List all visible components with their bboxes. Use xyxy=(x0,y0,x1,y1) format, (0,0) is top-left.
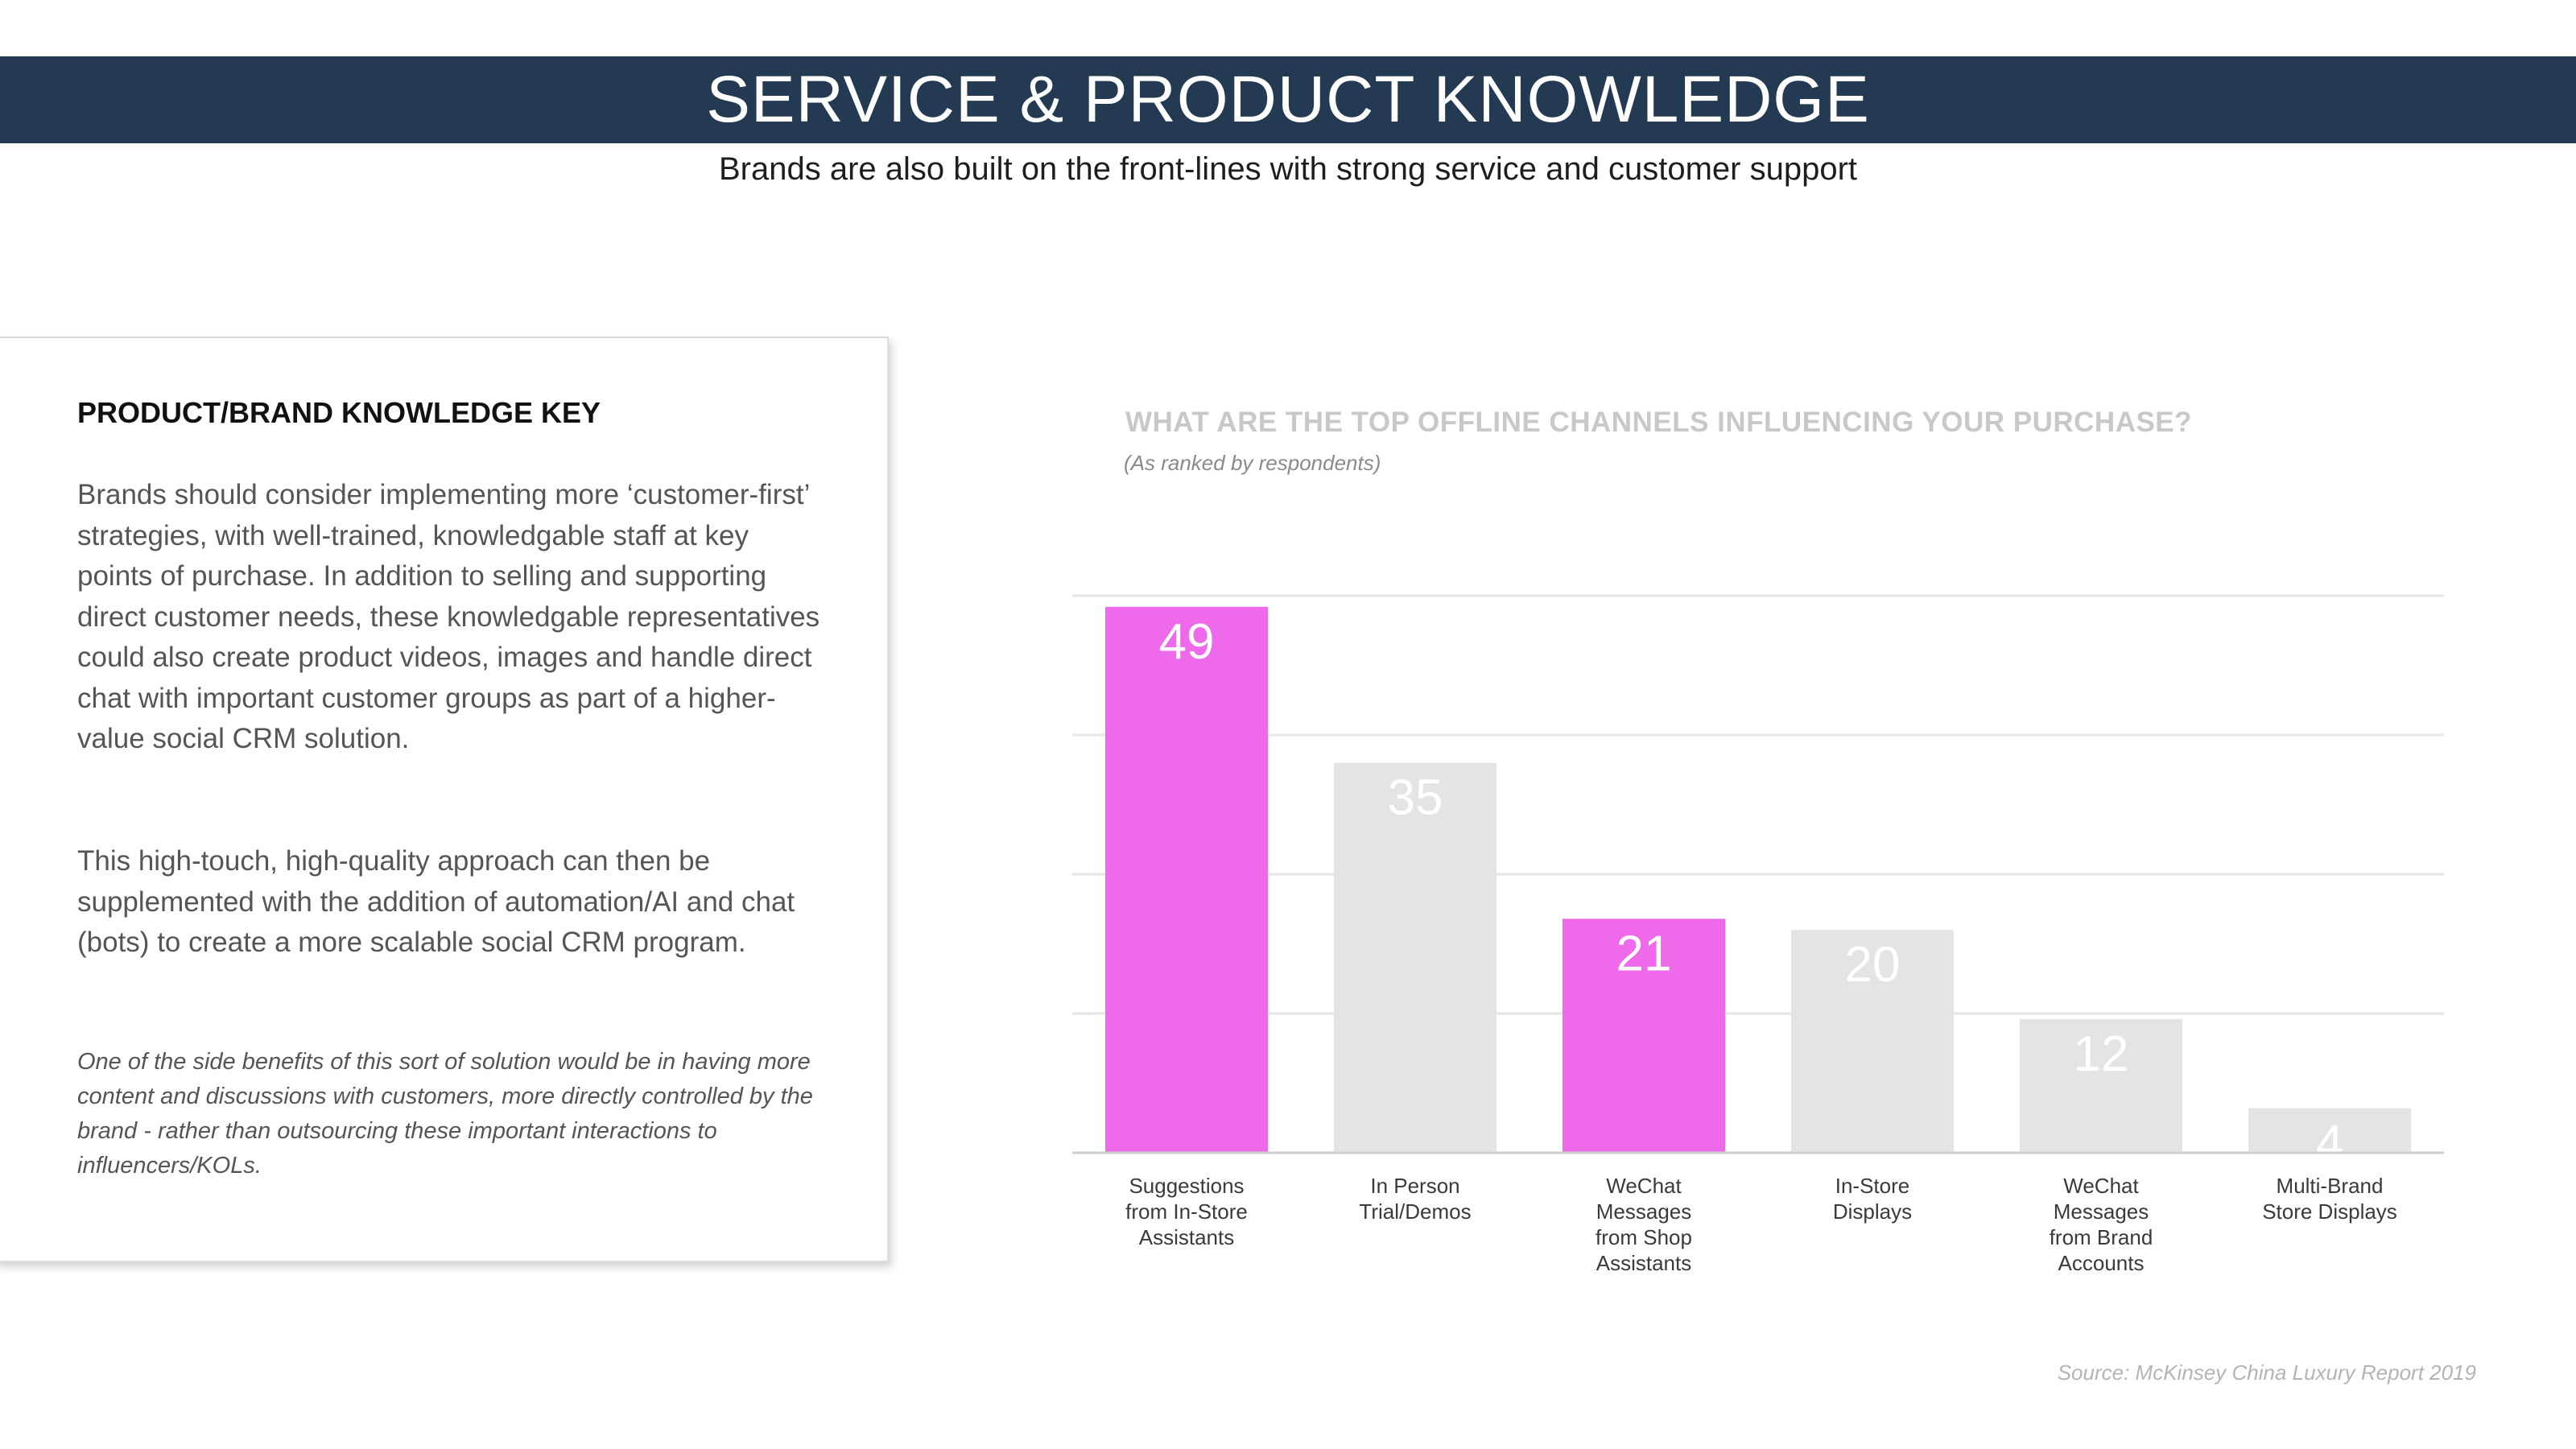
card-paragraph-2: This high-touch, high-quality approach c… xyxy=(77,845,795,958)
bar-value-label: 12 xyxy=(2074,1026,2129,1082)
x-tick-label-line: Assistants xyxy=(1596,1251,1692,1275)
x-tick-label-line: Multi-Brand xyxy=(2277,1174,2384,1198)
x-tick-label-line: WeChat xyxy=(1606,1174,1682,1198)
bar xyxy=(1105,606,1268,1153)
bar xyxy=(2020,1018,2182,1153)
bar-value-label: 4 xyxy=(2316,1116,2343,1171)
x-tick-label: In Person Trial/Demos xyxy=(1359,1174,1471,1224)
x-tick-label: Multi-Brand Store Displays xyxy=(2262,1174,2397,1224)
x-tick-label-line: In Person xyxy=(1370,1174,1459,1198)
x-tick-label-line: WeChat xyxy=(2063,1174,2139,1198)
x-tick-label-line: from Brand xyxy=(2050,1225,2153,1249)
x-tick-label-line: from In-Store xyxy=(1125,1199,1248,1224)
knowledge-key-card xyxy=(0,336,889,1262)
bar xyxy=(2248,1108,2411,1153)
x-tick-label-line: Displays xyxy=(1833,1199,1912,1224)
x-tick-label: In-Store Displays xyxy=(1833,1174,1912,1224)
chart-title: WHAT ARE THE TOP OFFLINE CHANNELS INFLUE… xyxy=(1125,407,2193,438)
x-tick-label-line: Trial/Demos xyxy=(1359,1199,1471,1224)
x-tick-label: Suggestions from In-Store Assistants xyxy=(1125,1174,1248,1249)
bar-value-label: 49 xyxy=(1159,614,1215,670)
bar xyxy=(1334,762,1496,1153)
card-heading: PRODUCT/BRAND KNOWLEDGE KEY xyxy=(77,396,601,429)
x-tick-label: WeChat Messages from Brand Accounts xyxy=(2050,1174,2153,1275)
x-tick-label-line: Accounts xyxy=(2058,1251,2145,1275)
title-band xyxy=(0,56,2576,143)
page-subtitle: Brands are also built on the front-lines… xyxy=(718,151,1858,187)
bar-value-label: 35 xyxy=(1388,770,1443,826)
bar xyxy=(1563,919,1725,1153)
card-note: One of the side benefits of this sort of… xyxy=(77,1049,813,1179)
x-tick-label-line: Suggestions xyxy=(1129,1174,1244,1198)
x-tick-label-line: In-Store xyxy=(1835,1174,1910,1198)
x-tick-label-line: Store Displays xyxy=(2262,1199,2397,1224)
x-tick-label-line: Assistants xyxy=(1139,1225,1235,1249)
source-citation: Source: McKinsey China Luxury Report 201… xyxy=(2057,1360,2476,1385)
x-tick-label-line: Messages xyxy=(1596,1199,1692,1224)
bar xyxy=(1791,930,1954,1153)
bar-value-label: 21 xyxy=(1616,926,1672,981)
card-paragraph-1: Brands should consider implementing more… xyxy=(77,479,820,754)
x-tick-label-line: Messages xyxy=(2054,1199,2149,1224)
x-tick-label: WeChat Messages from Shop Assistants xyxy=(1596,1174,1692,1275)
page-title: SERVICE & PRODUCT KNOWLEDGE xyxy=(706,63,1870,136)
x-tick-label-line: from Shop xyxy=(1596,1225,1692,1249)
bar-value-label: 20 xyxy=(1845,937,1901,993)
chart-subtitle: (As ranked by respondents) xyxy=(1124,451,1381,475)
